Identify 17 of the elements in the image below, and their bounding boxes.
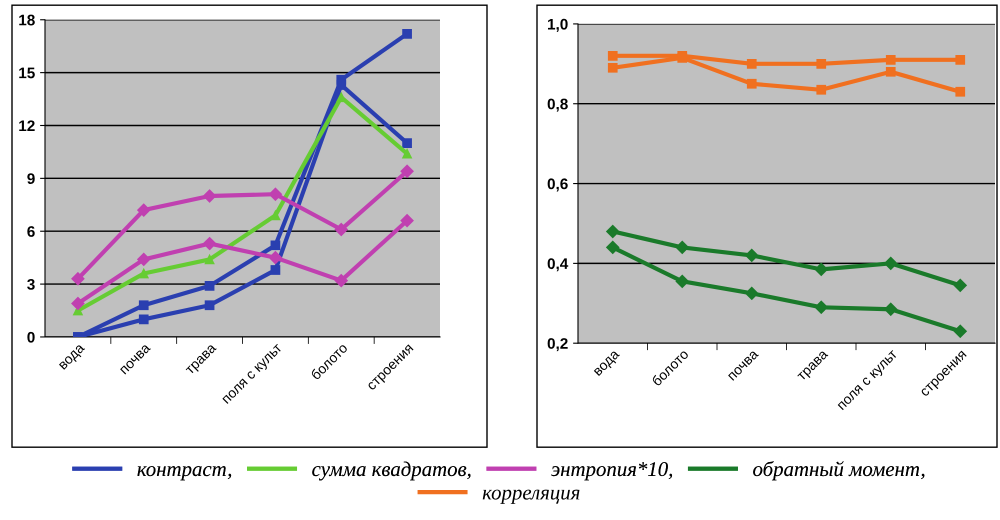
y-tick-label: 0,6 (548, 178, 568, 192)
legend-label: контраст, (137, 466, 232, 480)
y-tick-label: 12 (19, 120, 35, 132)
y-tick-label: 15 (19, 68, 35, 78)
legend-label: обратный момент, (753, 461, 924, 480)
y-tick-label: 0,4 (548, 258, 568, 272)
y-tick-label: 0,2 (548, 338, 568, 352)
legend-label: энтропия*10, (551, 462, 672, 480)
y-tick-label: 18 (19, 14, 35, 26)
y-tick-label: 6 (27, 226, 35, 237)
y-tick-label: 0,8 (548, 98, 568, 112)
legend-label: сумма квадратов, (312, 462, 471, 480)
y-tick-label: 0 (27, 332, 35, 343)
y-tick-label: 3 (27, 278, 35, 290)
legend-label: корреляция (482, 490, 580, 504)
y-tick-label: 9 (27, 173, 35, 184)
y-tick-label: 1,0 (548, 18, 568, 32)
